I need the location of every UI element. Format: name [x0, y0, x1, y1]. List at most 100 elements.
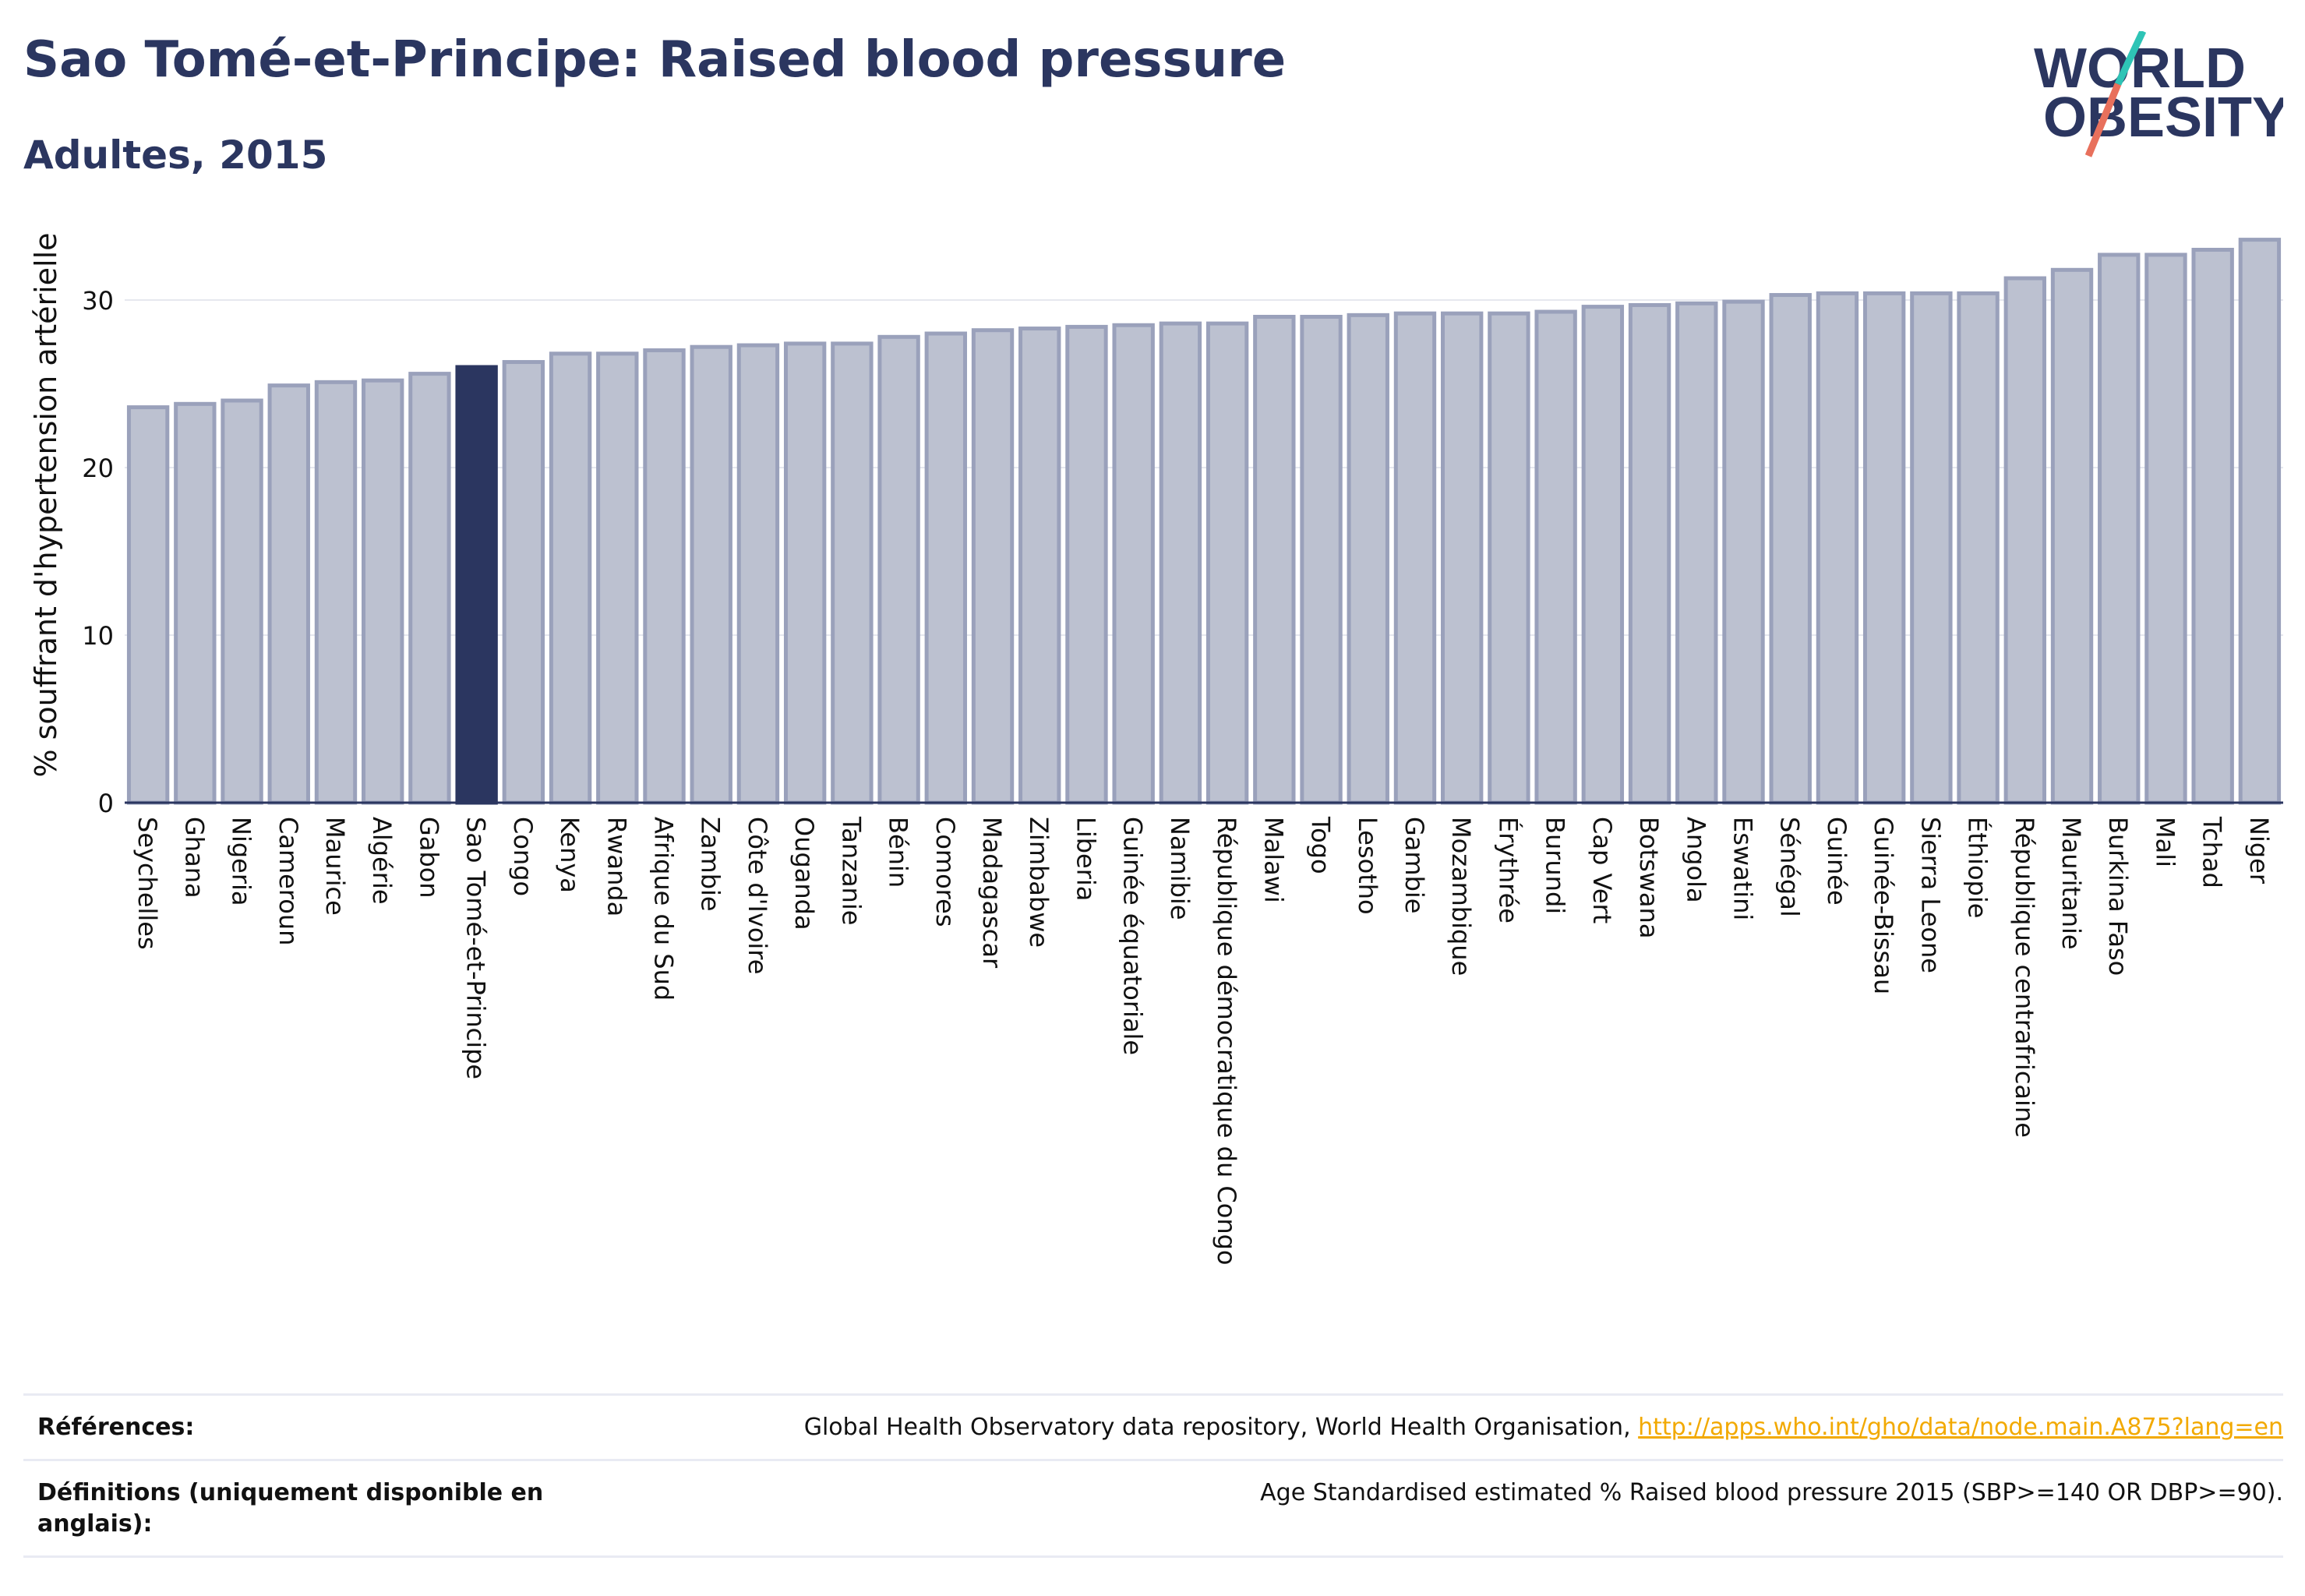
- y-tick-label: 10: [82, 621, 114, 651]
- x-tick-label: Liberia: [1071, 817, 1100, 901]
- x-tick-label: Sénégal: [1775, 817, 1805, 917]
- x-tick-label: Gambie: [1400, 817, 1429, 913]
- bar: [174, 401, 217, 805]
- references-source: Global Health Observatory data repositor…: [803, 1414, 1639, 1441]
- logo-slash-red: [2084, 83, 2122, 157]
- bar: [1065, 324, 1108, 805]
- bar: [783, 341, 827, 805]
- bar-chart: 0 10 20 30 Seychelles Ghana Nigeria Cameroun Mau…: [29, 232, 2283, 1265]
- x-tick-label: Niger: [2244, 817, 2274, 885]
- x-tick-label: Zimbabwe: [1024, 817, 1054, 948]
- footer-divider-top: [23, 1393, 2283, 1396]
- bar: [690, 344, 732, 805]
- bar: [408, 372, 451, 805]
- x-tick-label: Namibie: [1165, 817, 1195, 920]
- bar: [1628, 302, 1671, 805]
- definitions-row: Définitions (uniquement disponible en an…: [23, 1478, 2283, 1548]
- bar: [314, 380, 358, 805]
- x-tick-label: Cameroun: [274, 817, 303, 945]
- references-label: Références:: [37, 1414, 195, 1441]
- x-tick-label: Lesotho: [1353, 817, 1382, 915]
- bar: [1957, 291, 2000, 805]
- x-tick-label: Burkina Faso: [2103, 817, 2133, 976]
- x-tick-label: Cap Vert: [1587, 817, 1617, 923]
- bar: [643, 348, 686, 805]
- x-tick-label: Éthiopie: [1963, 817, 1993, 918]
- bar: [971, 328, 1015, 805]
- y-tick-label: 30: [82, 286, 114, 316]
- bar: [1675, 301, 1718, 805]
- bar: [362, 378, 404, 805]
- x-tick-label: Afrique du Sud: [649, 817, 679, 1001]
- bar: [1816, 291, 1859, 805]
- y-tick-label: 20: [82, 454, 114, 483]
- x-tick-label: Gabon: [414, 817, 443, 899]
- x-tick-label: Burundi: [1541, 817, 1570, 914]
- x-tick-label: République centrafricaine: [2010, 817, 2039, 1138]
- x-tick-label: Sierra Leone: [1915, 817, 1945, 973]
- definitions-label-line1: Définitions (uniquement disponible en: [37, 1479, 544, 1506]
- bar: [267, 383, 310, 805]
- bar: [1534, 309, 1577, 805]
- x-tick-label: Zambie: [696, 817, 725, 912]
- bar: [1300, 315, 1343, 805]
- bar: [502, 360, 545, 805]
- definitions-label: Définitions (uniquement disponible en an…: [37, 1478, 543, 1540]
- bar: [1488, 311, 1530, 805]
- references-text: Global Health Observatory data repositor…: [804, 1412, 2283, 1443]
- x-tick-label: Eswatini: [1728, 817, 1758, 920]
- x-tick-label: Seychelles: [132, 817, 162, 950]
- y-axis-label: % souffrant d'hypertension artérielle: [29, 232, 63, 777]
- world-obesity-logo: WORLD OBESITY: [2034, 31, 2283, 157]
- y-tick-label: 0: [98, 789, 114, 818]
- x-tick-label: Comores: [930, 817, 960, 927]
- x-tick-label: Mauritanie: [2056, 817, 2086, 950]
- x-tick-label: Angola: [1681, 817, 1710, 903]
- x-tick-label: Madagascar: [977, 817, 1007, 969]
- bar: [596, 351, 639, 805]
- bar: [2238, 238, 2282, 805]
- x-tick-label: Côte d'Ivoire: [743, 817, 772, 974]
- bar: [2050, 267, 2094, 805]
- x-tick-label: Algérie: [367, 817, 397, 905]
- bar: [455, 365, 498, 805]
- x-tick-label: Togo: [1306, 816, 1336, 874]
- references-link[interactable]: http://apps.who.int/gho/data/node.main.A…: [1638, 1414, 2283, 1441]
- bar: [1441, 311, 1484, 805]
- bar: [1159, 321, 1202, 805]
- bar: [736, 343, 780, 805]
- bar: [1722, 299, 1765, 805]
- bar: [221, 398, 263, 805]
- bar: [1112, 323, 1155, 805]
- bar: [2191, 248, 2234, 805]
- x-tick-label: Guinée équatoriale: [1118, 817, 1148, 1055]
- bar: [1347, 312, 1389, 805]
- x-tick-label: Maurice: [320, 817, 350, 916]
- x-tick-label: Tanzanie: [836, 816, 866, 925]
- bar: [831, 341, 874, 805]
- bar: [1862, 291, 1906, 805]
- bar: [1581, 305, 1625, 805]
- bar: [1253, 315, 1296, 805]
- bar: [1018, 327, 1061, 805]
- bar: [924, 331, 967, 805]
- x-tick-label: Guinée-Bissau: [1869, 817, 1898, 994]
- logo-line-world: WORLD: [2034, 37, 2246, 100]
- x-tick-label: Rwanda: [602, 817, 631, 916]
- bar: [2098, 252, 2141, 805]
- x-tick-label: République démocratique du Congo: [1212, 817, 1241, 1265]
- bar: [2144, 252, 2187, 805]
- references-row: Références: Global Health Observatory da…: [23, 1412, 2283, 1451]
- chart-subtitle: Adultes, 2015: [23, 132, 328, 178]
- chart-title: Sao Tomé-et-Principe: Raised blood press…: [23, 31, 1287, 89]
- bar: [126, 405, 170, 805]
- x-tick-label: Sao Tomé-et-Principe: [461, 817, 491, 1079]
- logo-line-obesity: OBESITY: [2043, 87, 2283, 149]
- x-tick-label: Ghana: [179, 817, 209, 899]
- x-tick-label: Tchad: [2197, 816, 2227, 888]
- bar: [1910, 291, 1953, 805]
- x-tick-label: Ouganda: [789, 817, 819, 930]
- x-tick-label: Mozambique: [1446, 817, 1476, 976]
- x-tick-label: Mali: [2150, 817, 2180, 867]
- x-tick-label: Nigeria: [227, 817, 256, 906]
